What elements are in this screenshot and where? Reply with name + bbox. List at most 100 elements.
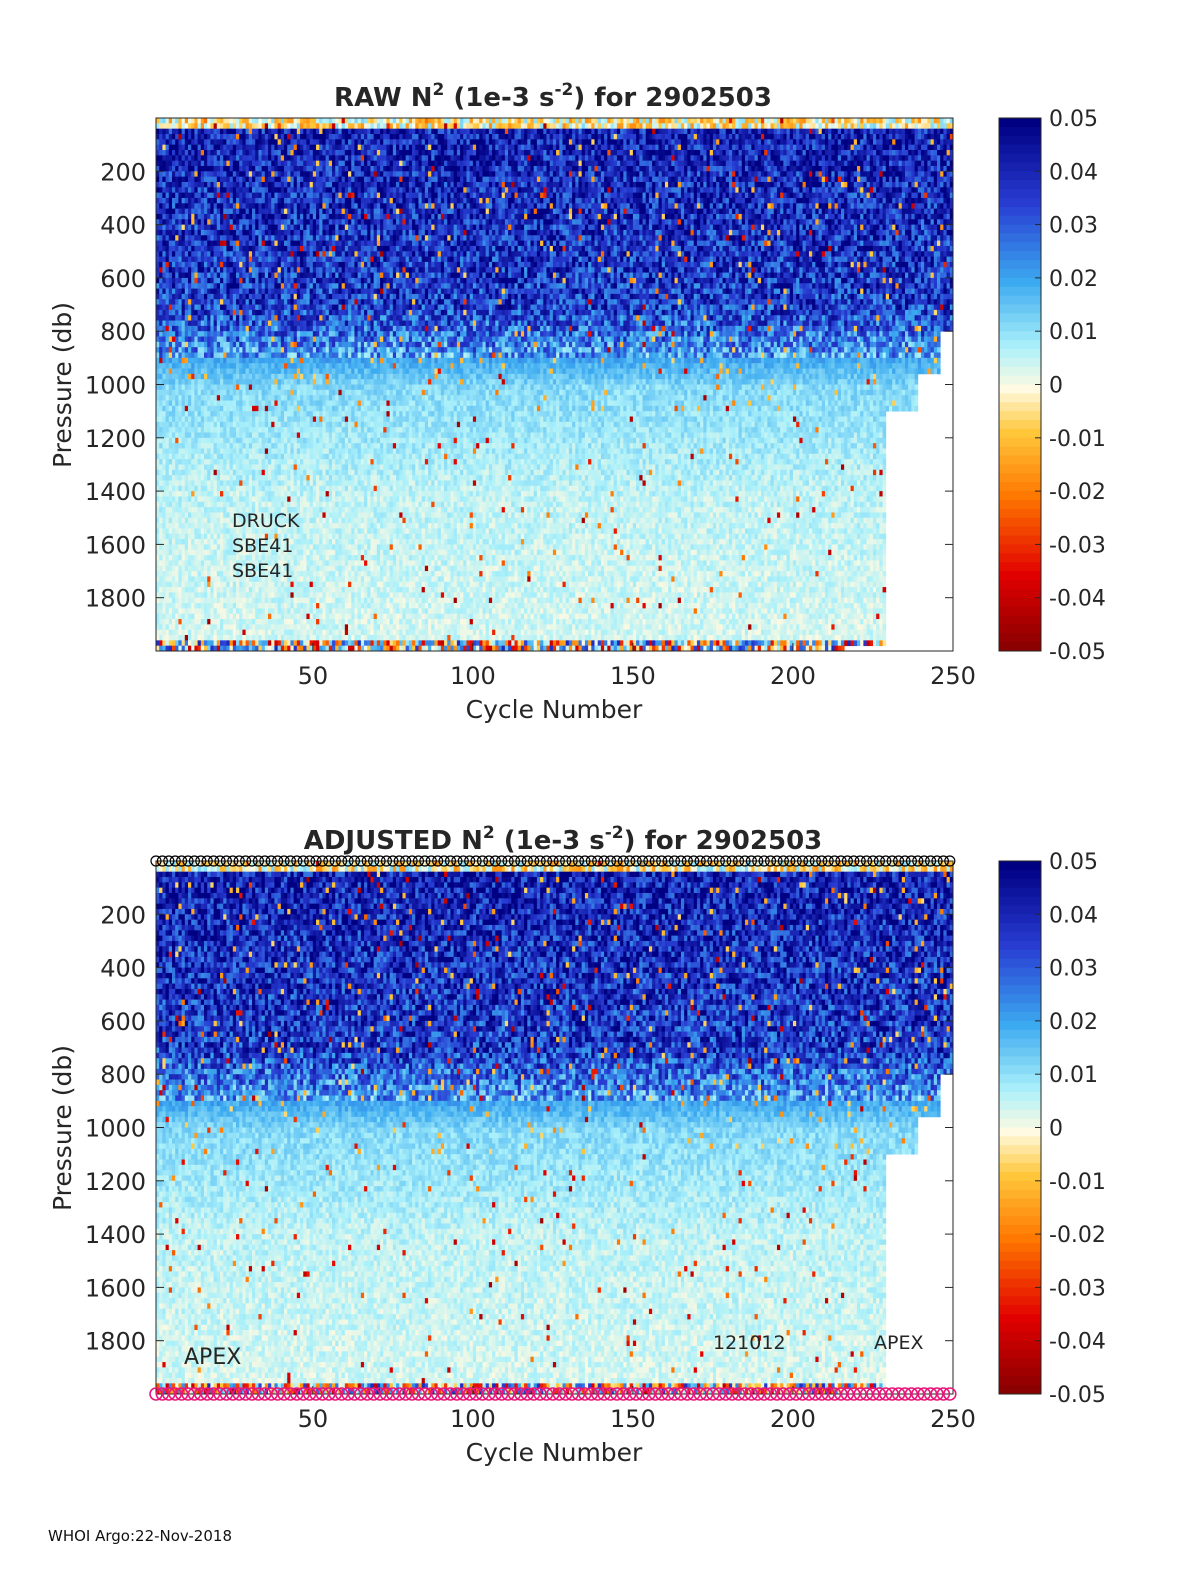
raw-heat-cell [216,437,221,444]
raw-heat-cell [264,224,269,231]
raw-heat-cell [284,240,288,247]
raw-heat-cell [280,261,285,268]
raw-heat-cell [274,320,279,327]
raw-heat-cell [226,128,231,135]
raw-heat-cell [300,229,304,236]
raw-heat-cell [258,405,263,412]
raw-heat-cell [213,192,218,199]
raw-heat-cell [204,597,208,604]
raw-heat-cell [236,245,240,252]
raw-heat-cell [207,624,211,631]
raw-heat-cell [277,118,282,124]
raw-heat-cell [216,603,221,609]
raw-heat-cell [172,235,176,241]
raw-heat-cell [165,267,170,273]
raw-heat-cell [213,384,218,391]
raw-heat-cell [236,565,240,572]
raw-heat-cell [159,453,163,460]
raw-heat-cell [165,304,170,311]
raw-heat-cell [216,256,221,263]
raw-heat-cell [300,176,304,183]
raw-heat-cell [258,352,263,359]
raw-heat-cell [204,219,208,225]
raw-heat-cell [232,400,237,407]
raw-heat-cell [296,224,301,231]
raw-heat-cell [216,523,221,529]
raw-heat-cell [296,256,301,263]
raw-heat-cell [156,229,160,236]
raw-heat-cell [210,533,215,540]
raw-heat-cell [172,149,176,156]
raw-heat-cell [216,203,221,210]
raw-heat-cell [178,645,183,652]
raw-heat-cell [277,304,282,311]
raw-heat-cell [172,395,176,401]
raw-heat-cell [184,469,189,476]
raw-heat-cell [303,304,307,311]
raw-heat-cell [248,517,253,524]
raw-heat-cell [271,571,275,577]
raw-heat-cell [293,421,298,428]
raw-heat-cell [255,539,259,545]
raw-heat-cell [245,443,250,449]
raw-heat-cell [236,352,240,359]
raw-heat-cell [216,395,221,401]
raw-heat-cell [312,389,317,396]
raw-heat-cell [245,176,250,183]
raw-heat-cell [287,597,291,604]
raw-heat-cell [178,619,183,625]
raw-heat-cell [290,251,295,257]
raw-heat-cell [290,400,295,407]
raw-heat-cell [232,144,237,151]
raw-heat-cell [303,176,307,183]
raw-heat-cell [252,389,256,396]
raw-heat-cell [248,635,253,641]
raw-heat-cell [306,118,311,124]
raw-heat-cell [306,576,311,583]
raw-heat-cell [261,587,266,593]
raw-heat-cell [306,608,311,615]
raw-heat-cell [213,336,218,343]
raw-heat-cell [303,245,307,252]
raw-heat-cell [277,325,282,332]
raw-heat-cell [175,123,179,130]
raw-heat-cell [165,357,170,364]
raw-heat-cell [184,133,189,140]
raw-heat-cell [162,165,166,172]
raw-heat-cell [181,245,186,252]
raw-heat-cell [312,144,317,151]
raw-heat-cell [242,309,247,316]
raw-heat-cell [178,608,183,615]
raw-heat-cell [236,496,240,503]
raw-heat-cell [223,640,227,647]
raw-heat-cell [252,544,256,551]
raw-heat-cell [255,283,259,289]
raw-heat-cell [268,528,272,535]
raw-heat-cell [271,149,275,156]
raw-heat-cell [293,480,298,487]
raw-heat-cell [223,437,227,444]
raw-heat-cell [264,165,269,172]
raw-heat-cell [280,480,285,487]
raw-heat-cell [229,320,234,327]
raw-heat-cell [284,464,288,471]
raw-heat-cell [245,299,250,305]
raw-heat-cell [248,235,253,241]
raw-heat-cell [181,635,186,641]
raw-heat-cell [178,331,183,337]
raw-heat-cell [156,411,160,417]
raw-heat-cell [232,379,237,385]
raw-heat-cell [194,272,199,279]
raw-heat-cell [274,619,279,625]
raw-heat-cell [232,133,237,140]
raw-heat-cell [194,485,199,492]
raw-heat-cell [255,133,259,140]
raw-heat-cell [312,475,317,481]
raw-heat-cell [197,256,202,263]
raw-heat-cell [162,624,166,631]
raw-heat-cell [204,272,208,279]
raw-heat-cell [239,496,243,503]
raw-heat-cell [220,448,224,455]
raw-heat-cell [226,384,231,391]
raw-heat-cell [236,549,240,556]
